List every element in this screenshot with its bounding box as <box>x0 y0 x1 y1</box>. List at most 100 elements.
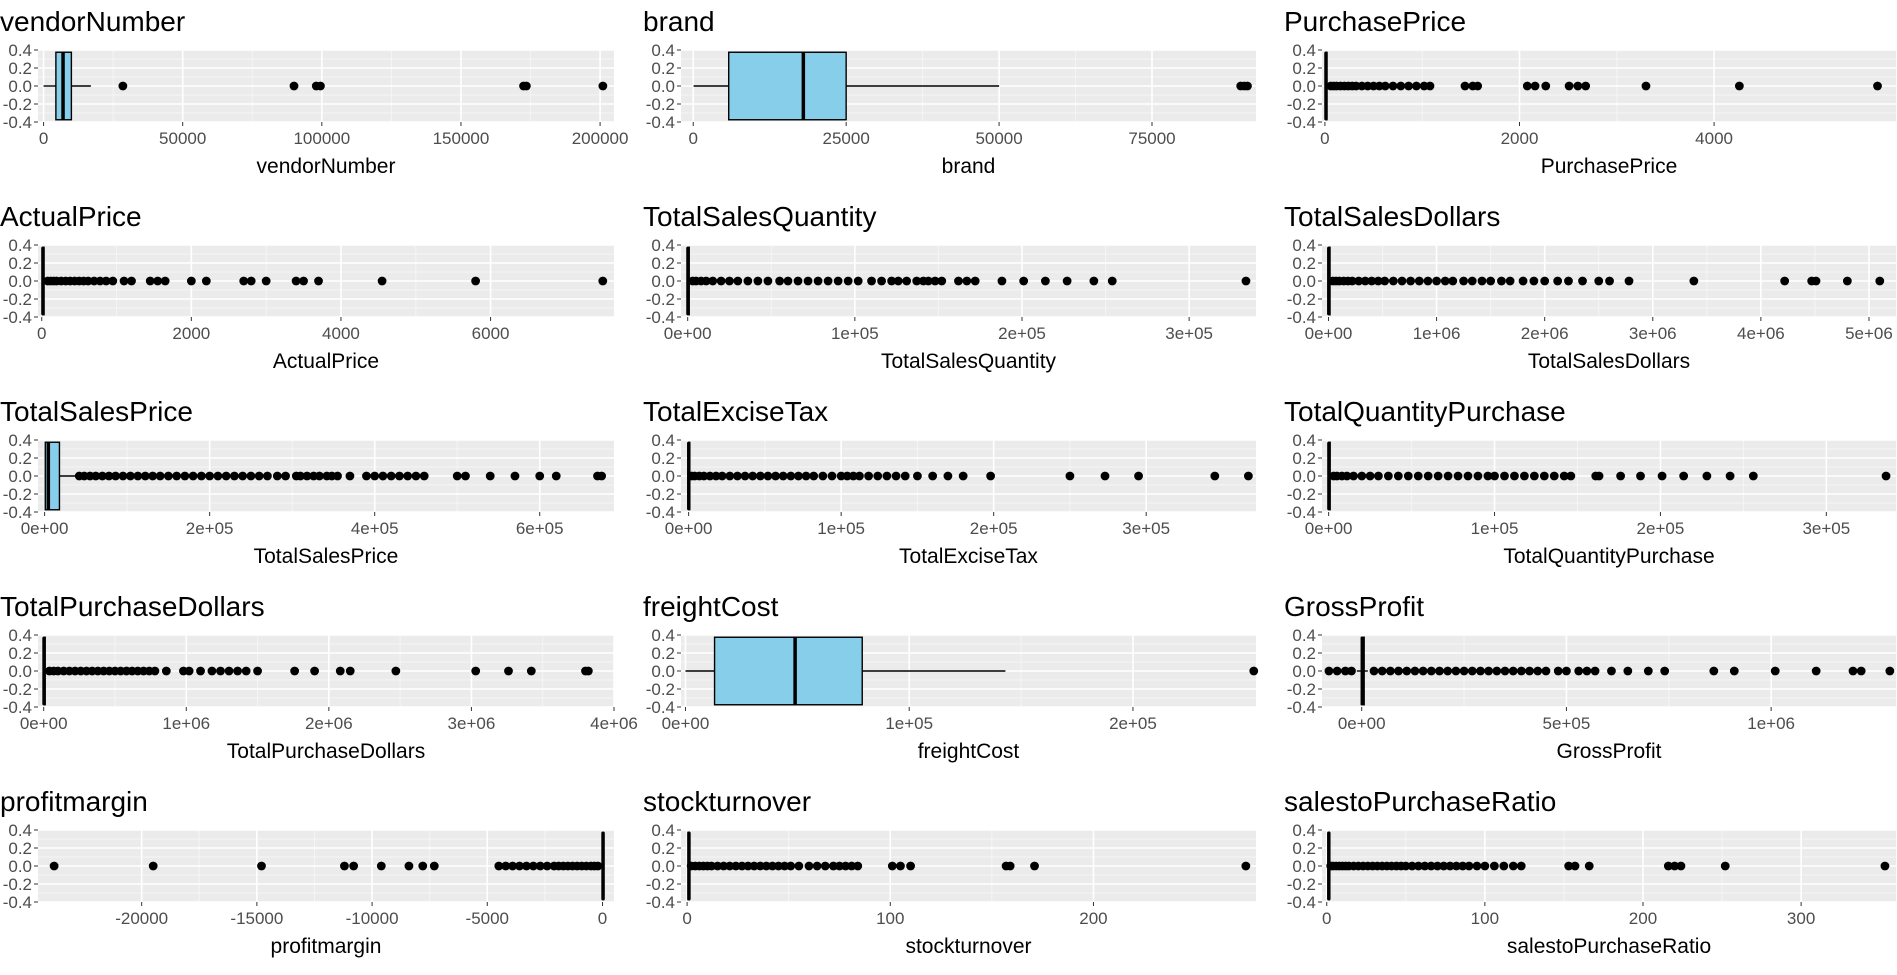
y-tick-label: 0.2 <box>8 254 32 273</box>
outlier-point <box>1401 861 1411 871</box>
outlier-point <box>504 666 513 676</box>
outlier-point <box>160 276 170 286</box>
outlier-point <box>763 276 773 286</box>
outlier-point <box>1397 276 1407 286</box>
outlier-point <box>1410 666 1420 676</box>
outlier-point <box>257 861 266 871</box>
outlier-point <box>701 276 711 286</box>
y-tick-label: -0.2 <box>646 95 675 114</box>
x-tick-label: 2e+06 <box>305 714 353 733</box>
outlier-point <box>224 666 234 676</box>
outlier-point <box>1388 276 1398 286</box>
panel-title: GrossProfit <box>1284 591 1424 622</box>
x-tick-label: 200 <box>1079 909 1107 928</box>
outlier-point <box>378 471 388 481</box>
outlier-point <box>1720 861 1730 871</box>
y-tick-label: -0.2 <box>646 485 675 504</box>
outlier-point <box>290 666 300 676</box>
outlier-point <box>1365 471 1375 481</box>
x-tick-label: 100000 <box>293 129 350 148</box>
outlier-point <box>91 471 101 481</box>
y-tick-label: 0.2 <box>1292 839 1316 858</box>
outlier-point <box>1005 861 1015 871</box>
x-tick-label: 2e+05 <box>1109 714 1157 733</box>
outlier-point <box>1590 666 1600 676</box>
x-axis-label: vendorNumber <box>257 155 396 178</box>
boxplot-svg: TotalQuantityPurchase 0.40.20.0-0.2-0.40e… <box>1284 396 1896 568</box>
outlier-point <box>793 276 803 286</box>
outlier-point <box>1486 276 1496 286</box>
outlier-point <box>1499 861 1509 871</box>
outlier-point <box>717 471 727 481</box>
outlier-point <box>597 471 607 481</box>
outlier-point <box>783 276 793 286</box>
boxplot-svg: brand 0.40.20.0-0.2-0.4 0 25000 50000 75000 br… <box>643 6 1256 178</box>
outlier-point <box>1347 666 1356 676</box>
outlier-point <box>1564 276 1573 286</box>
outlier-point <box>230 471 239 481</box>
outlier-point <box>1411 81 1421 91</box>
outlier-point <box>1500 471 1509 481</box>
outlier-point <box>1407 861 1417 871</box>
x-tick-label: -5000 <box>466 909 509 928</box>
x-tick-label: 3e+06 <box>1629 324 1677 343</box>
outlier-point <box>118 471 128 481</box>
outlier-point <box>1770 666 1780 676</box>
outlier-point <box>140 471 150 481</box>
x-tick-label: 100 <box>876 909 904 928</box>
x-tick-label: 1e+05 <box>831 324 879 343</box>
outlier-point <box>1880 861 1890 871</box>
x-tick-label: 3e+05 <box>1122 519 1170 538</box>
outlier-point <box>1332 666 1342 676</box>
panel-title: TotalSalesPrice <box>0 396 193 427</box>
outlier-point <box>1508 666 1518 676</box>
y-tick-label: 0.4 <box>651 431 675 450</box>
outlier-point <box>986 471 996 481</box>
outlier-point <box>1519 471 1529 481</box>
x-tick-label: 6e+05 <box>516 519 564 538</box>
outlier-point <box>205 471 215 481</box>
outlier-point <box>1460 81 1470 91</box>
x-tick-label: -10000 <box>346 909 399 928</box>
y-tick-label: 0.2 <box>1292 644 1316 663</box>
outlier-point <box>1594 471 1604 481</box>
outlier-point <box>296 471 305 481</box>
outlier-point <box>1432 276 1441 286</box>
outlier-point <box>1489 861 1499 871</box>
outlier-point <box>349 861 359 871</box>
outlier-point <box>419 471 429 481</box>
x-tick-label: 75000 <box>1128 129 1175 148</box>
outlier-point <box>835 861 844 871</box>
boxplot-panel: TotalQuantityPurchase 0.4 0.2 0.0 -0.2 -0.4 0e… <box>1284 390 1897 585</box>
outlier-point <box>1423 471 1433 481</box>
y-tick-label: 0.0 <box>651 857 675 876</box>
y-tick-label: 0.0 <box>8 77 32 96</box>
x-tick-label: 2e+06 <box>1521 324 1569 343</box>
outlier-point <box>108 276 118 286</box>
outlier-point <box>891 471 901 481</box>
x-tick-label: 0e+00 <box>662 714 710 733</box>
outlier-point <box>233 666 243 676</box>
boxplot-panel: TotalSalesQuantity 0.4 0.2 0.0 -0.2 -0.4 0e+00… <box>643 195 1283 390</box>
outlier-point <box>510 471 520 481</box>
outlier-point <box>184 666 194 676</box>
outlier-point <box>1402 666 1412 676</box>
outlier-point <box>1388 81 1398 91</box>
x-tick-label: 2e+05 <box>186 519 234 538</box>
outlier-point <box>962 276 972 286</box>
outlier-point <box>855 471 864 481</box>
outlier-point <box>126 471 135 481</box>
y-tick-label: 0.2 <box>651 839 675 858</box>
outlier-point <box>1566 471 1576 481</box>
outlier-point <box>1516 666 1526 676</box>
x-tick-label: 0e+00 <box>665 519 713 538</box>
boxplot-panel: freightCost 0.4 0.2 0.0 -0.2 -0.4 0e+00 1e+05 2e… <box>643 585 1283 780</box>
x-tick-label: 0e+00 <box>1305 519 1353 538</box>
outlier-point <box>281 471 290 481</box>
outlier-point <box>1385 666 1395 676</box>
x-tick-label: 0 <box>39 129 48 148</box>
outlier-point <box>1729 666 1739 676</box>
x-axis-label: freightCost <box>918 740 1020 763</box>
outlier-point <box>1689 276 1699 286</box>
outlier-point <box>812 861 822 871</box>
